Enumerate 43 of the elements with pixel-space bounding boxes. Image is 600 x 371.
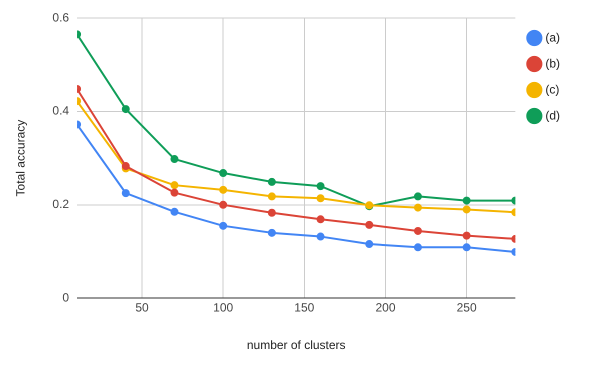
y-axis-title: Total accuracy [14,120,28,196]
point [219,222,228,230]
y-tick-label: 0.2 [52,197,70,212]
point [316,194,325,202]
point [122,105,130,114]
point [268,208,276,217]
point [268,178,276,186]
point [122,189,130,198]
x-tick-label: 50 [135,300,149,315]
y-tick-label: 0.4 [52,104,70,118]
point [170,181,178,190]
x-tick-label: 200 [375,300,396,315]
point [414,226,422,235]
point [365,240,374,248]
point [170,155,178,164]
point [414,192,422,200]
x-tick-label: 100 [213,300,234,315]
x-tick-label: 250 [456,300,477,315]
point [219,200,228,209]
point [219,186,228,194]
point [170,188,178,197]
point [365,220,374,229]
legend-label: (d) [545,108,560,122]
point [462,196,471,205]
point [414,243,422,252]
point [316,232,325,241]
point [462,205,471,214]
point [462,243,471,252]
x-axis-title: number of clusters [246,338,346,352]
point [462,232,471,240]
legend-label: (b) [545,56,560,70]
point [316,215,325,224]
point [219,169,228,178]
y-tick-label: 0.6 [52,10,70,24]
point [268,192,276,200]
point [170,208,178,216]
point [414,204,422,212]
point [316,182,325,190]
point [268,228,276,237]
y-tick-label: 0 [62,290,70,305]
legend-label: (c) [545,82,560,96]
legend-label: (a) [545,30,560,44]
x-tick-label: 150 [294,300,315,315]
